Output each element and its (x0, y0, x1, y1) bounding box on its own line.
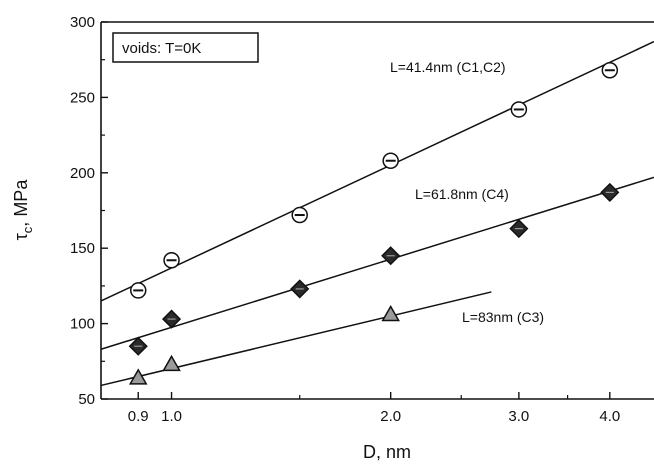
x-tick-label: 1.0 (161, 408, 182, 425)
y-tick-label: 150 (70, 240, 95, 257)
plot-frame (100, 21, 654, 400)
y-tick-label: 50 (78, 391, 95, 408)
fit-lines (100, 40, 654, 387)
x-axis-title: D, nm (363, 442, 411, 462)
series-label: L=83nm (C3) (462, 309, 544, 325)
series-labels: L=41.4nm (C1,C2) L=61.8nm (C4) L=83nm (C3) (390, 59, 544, 325)
y-tick-label: 300 (70, 14, 95, 31)
markers (128, 62, 620, 385)
series-label: L=61.8nm (C4) (415, 186, 509, 202)
y-axis-title-symbol: τ (11, 233, 31, 240)
series-label: L=41.4nm (C1,C2) (390, 59, 506, 75)
y-axis-title-unit: , MPa (11, 179, 31, 227)
fit-line (100, 40, 654, 302)
fit-line (100, 176, 654, 350)
y-tick-label: 250 (70, 89, 95, 106)
data-point-triangle (162, 354, 181, 372)
fit-line (100, 291, 492, 387)
y-axis: 50 100 150 200 250 300 (70, 14, 108, 408)
y-axis-title: τc, MPa (11, 179, 35, 241)
data-point-triangle (381, 305, 400, 322)
legend-box: voids: T=0K (112, 32, 259, 63)
x-tick-label: 3.0 (508, 408, 529, 425)
y-tick-label: 200 (70, 165, 95, 182)
data-point-triangle (128, 368, 148, 385)
x-tick-label: 2.0 (380, 408, 401, 425)
x-tick-label: 4.0 (599, 408, 620, 425)
x-tick-label: 0.9 (128, 408, 149, 425)
y-axis-title-subscript: c (20, 226, 35, 233)
legend-text: voids: T=0K (122, 40, 201, 57)
x-axis: 0.9 1.0 2.0 3.0 4.0 (128, 392, 620, 425)
y-tick-label: 100 (70, 316, 95, 333)
